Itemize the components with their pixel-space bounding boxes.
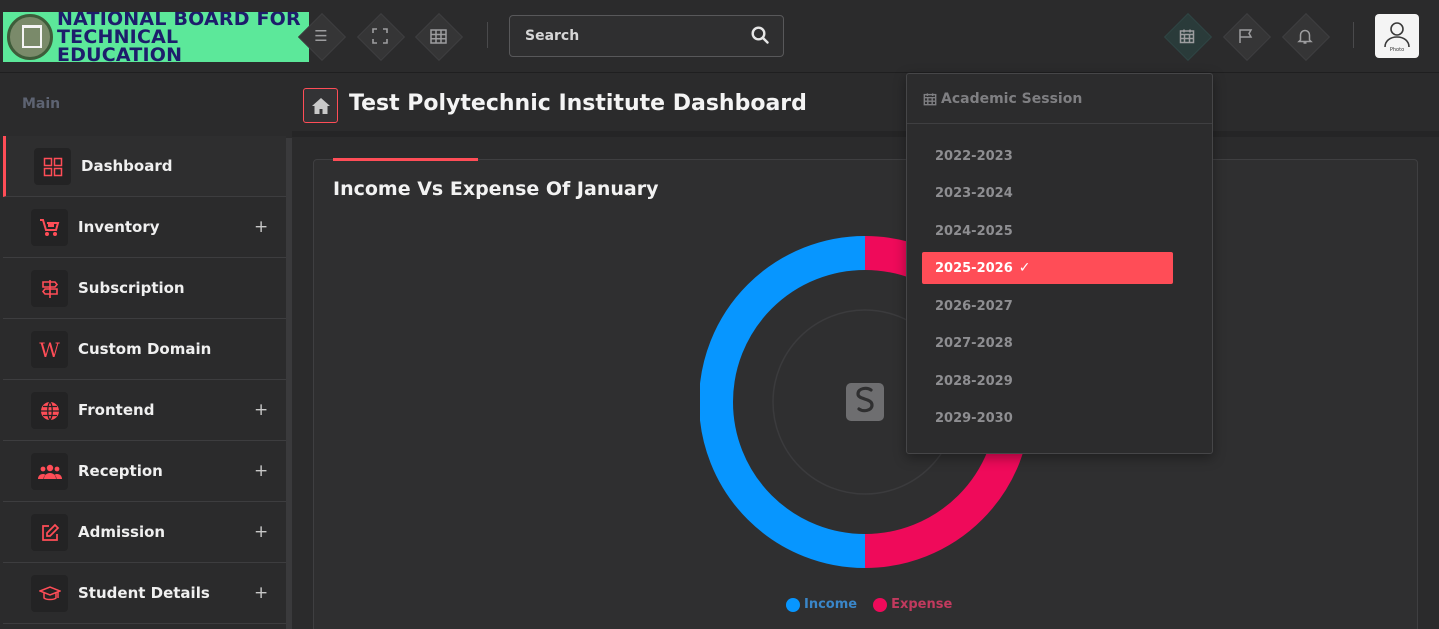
fullscreen-icon [372, 28, 388, 44]
language-flag-button[interactable] [1224, 14, 1268, 58]
sidebar-item-reception[interactable]: Reception + [3, 441, 286, 502]
sidebar-item-label: Custom Domain [78, 340, 212, 358]
session-option-2029-2030[interactable]: 2029-2030 [922, 402, 1173, 434]
sidebar-item-label: Subscription [78, 279, 185, 297]
sidebar-item-admission[interactable]: Admission + [3, 502, 286, 563]
legend-marker [786, 597, 800, 612]
logo[interactable]: NATIONAL BOARD FOR TECHNICAL EDUCATION [3, 12, 309, 62]
sidebar-item-inventory[interactable]: Inventory + [3, 197, 286, 258]
search-input[interactable] [525, 28, 745, 44]
page-title: Test Polytechnic Institute Dashboard [349, 91, 807, 116]
session-option-label: 2025-2026 [935, 260, 1013, 276]
legend-marker [873, 597, 888, 612]
logo-line-1: NATIONAL BOARD FOR [57, 12, 301, 30]
search-icon[interactable] [751, 26, 769, 44]
graduation-cap-icon [31, 575, 68, 612]
sidebar-heading: Main [22, 96, 61, 112]
logo-line-2: TECHNICAL EDUCATION [57, 26, 183, 63]
session-option-2022-2023[interactable]: 2022-2023 [922, 140, 1173, 172]
expand-icon[interactable]: + [254, 583, 269, 603]
home-icon [311, 97, 330, 114]
academic-session-button[interactable] [1165, 14, 1209, 58]
session-option-label: 2023-2024 [935, 185, 1013, 201]
expand-icon[interactable]: + [254, 522, 269, 542]
cart-icon [31, 209, 68, 246]
user-photo-icon [1384, 22, 1410, 48]
notifications-button[interactable] [1283, 14, 1327, 58]
topbar-divider [487, 22, 488, 48]
card-title: Income Vs Expense Of January [333, 178, 659, 200]
check-icon: ✓ [1018, 260, 1031, 276]
calendar-icon [1179, 29, 1195, 44]
logo-text: NATIONAL BOARD FOR TECHNICAL EDUCATION [57, 12, 309, 62]
grid-table-icon [429, 28, 447, 44]
session-option-label: 2028-2029 [935, 373, 1013, 389]
session-option-label: 2029-2030 [935, 410, 1013, 426]
expand-icon[interactable]: + [254, 461, 269, 481]
chart-center-logo [846, 383, 884, 421]
expand-icon[interactable]: + [254, 400, 269, 420]
top-bar: NATIONAL BOARD FOR TECHNICAL EDUCATION ☰ [0, 0, 1439, 73]
card-accent-bar [333, 158, 478, 161]
sidebar-item-label: Inventory [78, 218, 160, 236]
legend-item-expense[interactable]: Expense [873, 597, 952, 612]
sidebar-item-label: Reception [78, 462, 163, 480]
dropdown-header: Academic Session [907, 74, 1212, 124]
legend-item-income[interactable]: Income [786, 597, 857, 612]
session-option-2024-2025[interactable]: 2024-2025 [922, 215, 1173, 247]
session-option-label: 2027-2028 [935, 335, 1013, 351]
sidebar-item-dashboard[interactable]: Dashboard [3, 136, 286, 197]
wikipedia-icon: W [31, 331, 68, 368]
edit-icon [31, 514, 68, 551]
chart-legend: Income Expense [786, 597, 968, 612]
user-avatar[interactable]: Photo [1375, 14, 1419, 58]
fullscreen-button[interactable] [358, 14, 402, 58]
sidebar-item-label: Student Details [78, 584, 210, 602]
avatar-caption: Photo [1389, 47, 1405, 53]
expand-icon[interactable]: + [254, 217, 269, 237]
sidebar-item-student-details[interactable]: Student Details + [3, 563, 286, 624]
sidebar-scrollbar[interactable] [286, 138, 292, 629]
flag-icon [1239, 29, 1253, 43]
apps-grid-button[interactable] [416, 14, 460, 58]
calendar-icon [923, 92, 937, 105]
legend-label: Expense [891, 597, 953, 612]
session-option-2027-2028[interactable]: 2027-2028 [922, 327, 1173, 359]
globe-icon [31, 392, 68, 429]
menu-toggle-button[interactable]: ☰ [299, 14, 343, 58]
sidebar-item-label: Dashboard [81, 157, 173, 175]
home-button[interactable] [303, 88, 338, 123]
sidebar-item-custom-domain[interactable]: W Custom Domain [3, 319, 286, 380]
grid-icon [34, 148, 71, 185]
signpost-icon [31, 270, 68, 307]
academic-session-dropdown: Academic Session 2022-2023 2023-2024 2024-… [906, 73, 1213, 454]
legend-label: Income [804, 597, 858, 612]
dropdown-title: Academic Session [941, 90, 1083, 107]
logo-emblem-icon [7, 14, 53, 60]
session-option-label: 2022-2023 [935, 148, 1013, 164]
sidebar-item-label: Frontend [78, 401, 155, 419]
sidebar-item-frontend[interactable]: Frontend + [3, 380, 286, 441]
page-header [292, 74, 1439, 137]
sidebar-item-subscription[interactable]: Subscription [3, 258, 286, 319]
session-option-label: 2026-2027 [935, 298, 1013, 314]
bell-icon [1297, 29, 1313, 44]
people-icon [31, 453, 68, 490]
session-option-2023-2024[interactable]: 2023-2024 [922, 177, 1173, 209]
session-option-label: 2024-2025 [935, 223, 1013, 239]
session-option-2028-2029[interactable]: 2028-2029 [922, 365, 1173, 397]
search-box[interactable] [509, 15, 784, 57]
topbar-divider-right [1353, 22, 1354, 48]
session-option-2026-2027[interactable]: 2026-2027 [922, 290, 1173, 322]
sidebar-item-label: Admission [78, 523, 166, 541]
menu-icon: ☰ [314, 26, 328, 45]
sidebar: Main Dashboard Inventory + Subscription … [3, 74, 286, 629]
donut-slice-income[interactable] [700, 236, 866, 568]
session-option-2025-2026[interactable]: 2025-2026 ✓ [922, 252, 1173, 284]
